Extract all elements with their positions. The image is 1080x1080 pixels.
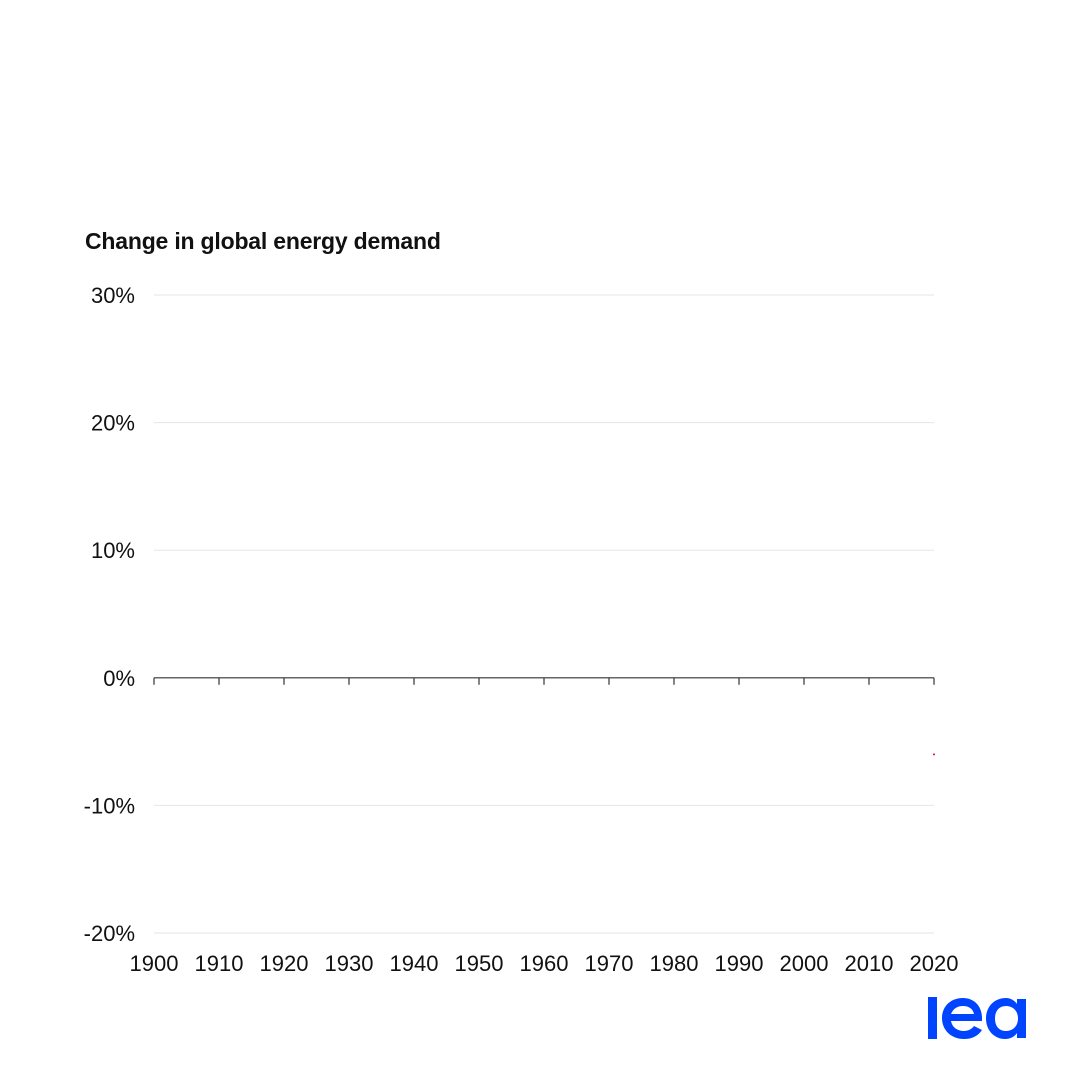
series [933, 753, 935, 756]
x-tick-label: 1910 [195, 951, 244, 976]
x-axis [153, 677, 935, 685]
gridlines [154, 294, 934, 934]
y-tick-label: 0% [103, 666, 135, 691]
iea-logo [926, 994, 1036, 1047]
x-tick-label: 1900 [130, 951, 179, 976]
iea-logo-icon [928, 997, 1026, 1039]
y-tick-label: 30% [91, 283, 135, 308]
y-axis-labels: 30% 20% 10% 0% -10% -20% [84, 283, 135, 946]
chart-title: Change in global energy demand [85, 228, 441, 254]
x-tick-label: 2010 [845, 951, 894, 976]
y-tick-label: 20% [91, 411, 135, 436]
x-axis-labels: 1900 1910 1920 1930 1940 1950 1960 1970 1980 1990… [130, 951, 959, 976]
y-tick-label: -10% [84, 793, 135, 818]
x-tick-label: 1970 [585, 951, 634, 976]
x-tick-label: 1920 [260, 951, 309, 976]
x-tick-label: 2020 [910, 951, 959, 976]
x-tick-label: 1980 [650, 951, 699, 976]
x-tick-label: 1990 [715, 951, 764, 976]
data-point [933, 753, 935, 756]
x-tick-label: 1930 [325, 951, 374, 976]
y-tick-label: 10% [91, 538, 135, 563]
x-tick-label: 1960 [520, 951, 569, 976]
chart-plot: 30% 20% 10% 0% -10% -20% 1900 1910 1920 1930 1940… [84, 283, 959, 976]
x-tick-label: 1950 [455, 951, 504, 976]
y-tick-label: -20% [84, 921, 135, 946]
x-tick-label: 2000 [780, 951, 829, 976]
x-tick-label: 1940 [390, 951, 439, 976]
